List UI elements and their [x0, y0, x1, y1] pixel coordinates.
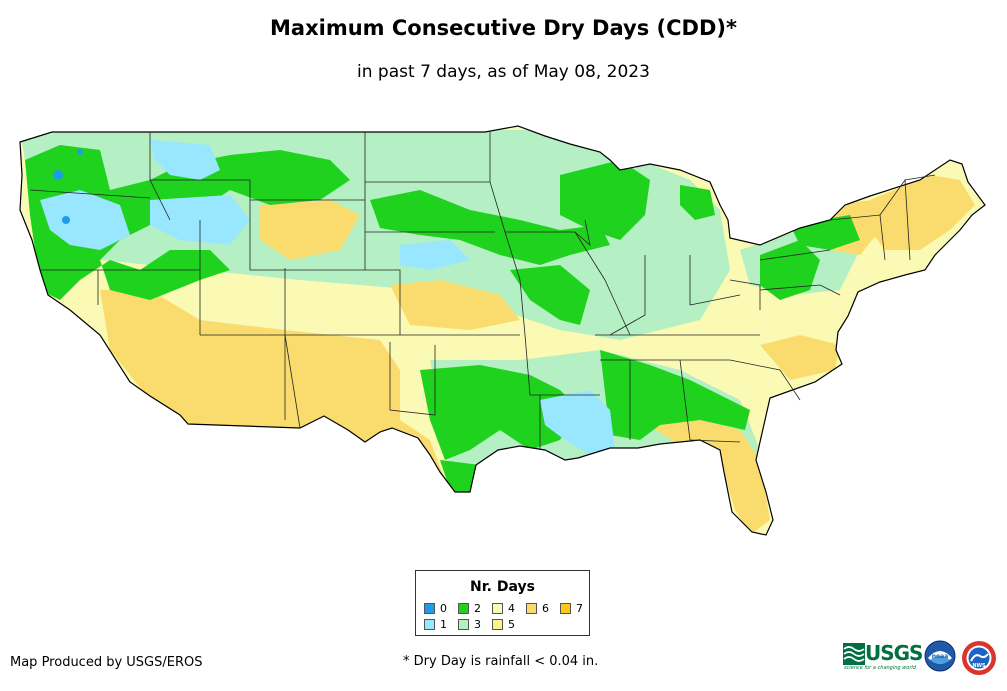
cdd-zone-6-kansas	[390, 280, 520, 330]
legend-swatch	[458, 619, 469, 630]
dry-day-footnote: * Dry Day is rainfall < 0.04 in.	[403, 654, 599, 669]
usgs-tagline: science for a changing world	[844, 665, 916, 671]
legend-swatch	[526, 603, 537, 614]
legend-box: Nr. Days 0 1 2 3 4 5 6 7	[415, 570, 590, 636]
usgs-wordmark: USGS	[865, 641, 923, 665]
cdd-zone-6-newengland	[870, 175, 975, 250]
legend-swatch	[424, 603, 435, 614]
map-title: Maximum Consecutive Dry Days (CDD)*	[270, 16, 737, 40]
usgs-logo: USGS science for a changing world	[843, 641, 923, 671]
cdd-zone-2-dakotas	[370, 190, 610, 265]
cdd-zone-2-northwest	[25, 145, 350, 300]
map-credit: Map Produced by USGS/EROS	[10, 655, 203, 670]
legend-label: 2	[474, 602, 481, 615]
legend-title: Nr. Days	[470, 579, 535, 595]
noaa-wordmark: noaa	[932, 653, 949, 660]
legend-label: 3	[474, 618, 481, 631]
cdd-zone-2-michigan	[680, 185, 715, 220]
cdd-zone-6-colorado	[260, 200, 360, 260]
legend-label: 5	[508, 618, 515, 631]
cdd-zone-6-carolinas	[760, 335, 840, 380]
cdd-zone-2-southeast	[600, 350, 750, 440]
cdd-zone-0-spot	[77, 149, 83, 155]
usgs-wave-icon	[843, 643, 865, 665]
map-subtitle: in past 7 days, as of May 08, 2023	[357, 62, 650, 82]
cdd-zone-1-oregon	[40, 190, 130, 250]
cdd-zone-1-mississippi	[540, 390, 615, 455]
legend-label: 6	[542, 602, 549, 615]
noaa-logo-icon: noaa	[924, 640, 956, 672]
nws-wordmark: NWS	[972, 663, 986, 669]
us-cdd-map	[19, 125, 986, 536]
legend-swatch	[560, 603, 571, 614]
cdd-zone-0-spot	[53, 170, 63, 180]
cdd-zone-1-idaho	[150, 140, 220, 180]
cdd-zone-6-southeast	[640, 420, 770, 535]
legend-label: 4	[508, 602, 515, 615]
legend-label: 1	[440, 618, 447, 631]
cdd-zone-2-upper-midwest	[560, 160, 650, 240]
legend-swatch	[424, 619, 435, 630]
cdd-zone-2-plains	[510, 265, 590, 325]
cdd-zone-1-nebraska	[400, 240, 470, 270]
cdd-zone-0-spot	[62, 216, 70, 224]
legend-label: 7	[576, 602, 583, 615]
us-outline	[19, 125, 986, 536]
legend-label: 0	[440, 602, 447, 615]
cdd-zone-2-appalachia	[760, 240, 820, 300]
cdd-zone-2-gulf	[440, 460, 480, 495]
nws-logo-icon: NWS	[962, 641, 996, 675]
legend-swatch	[458, 603, 469, 614]
state-boundaries	[29, 132, 936, 450]
legend-swatch	[492, 619, 503, 630]
cdd-zone-6-southwest	[100, 290, 400, 430]
legend-swatch	[492, 603, 503, 614]
